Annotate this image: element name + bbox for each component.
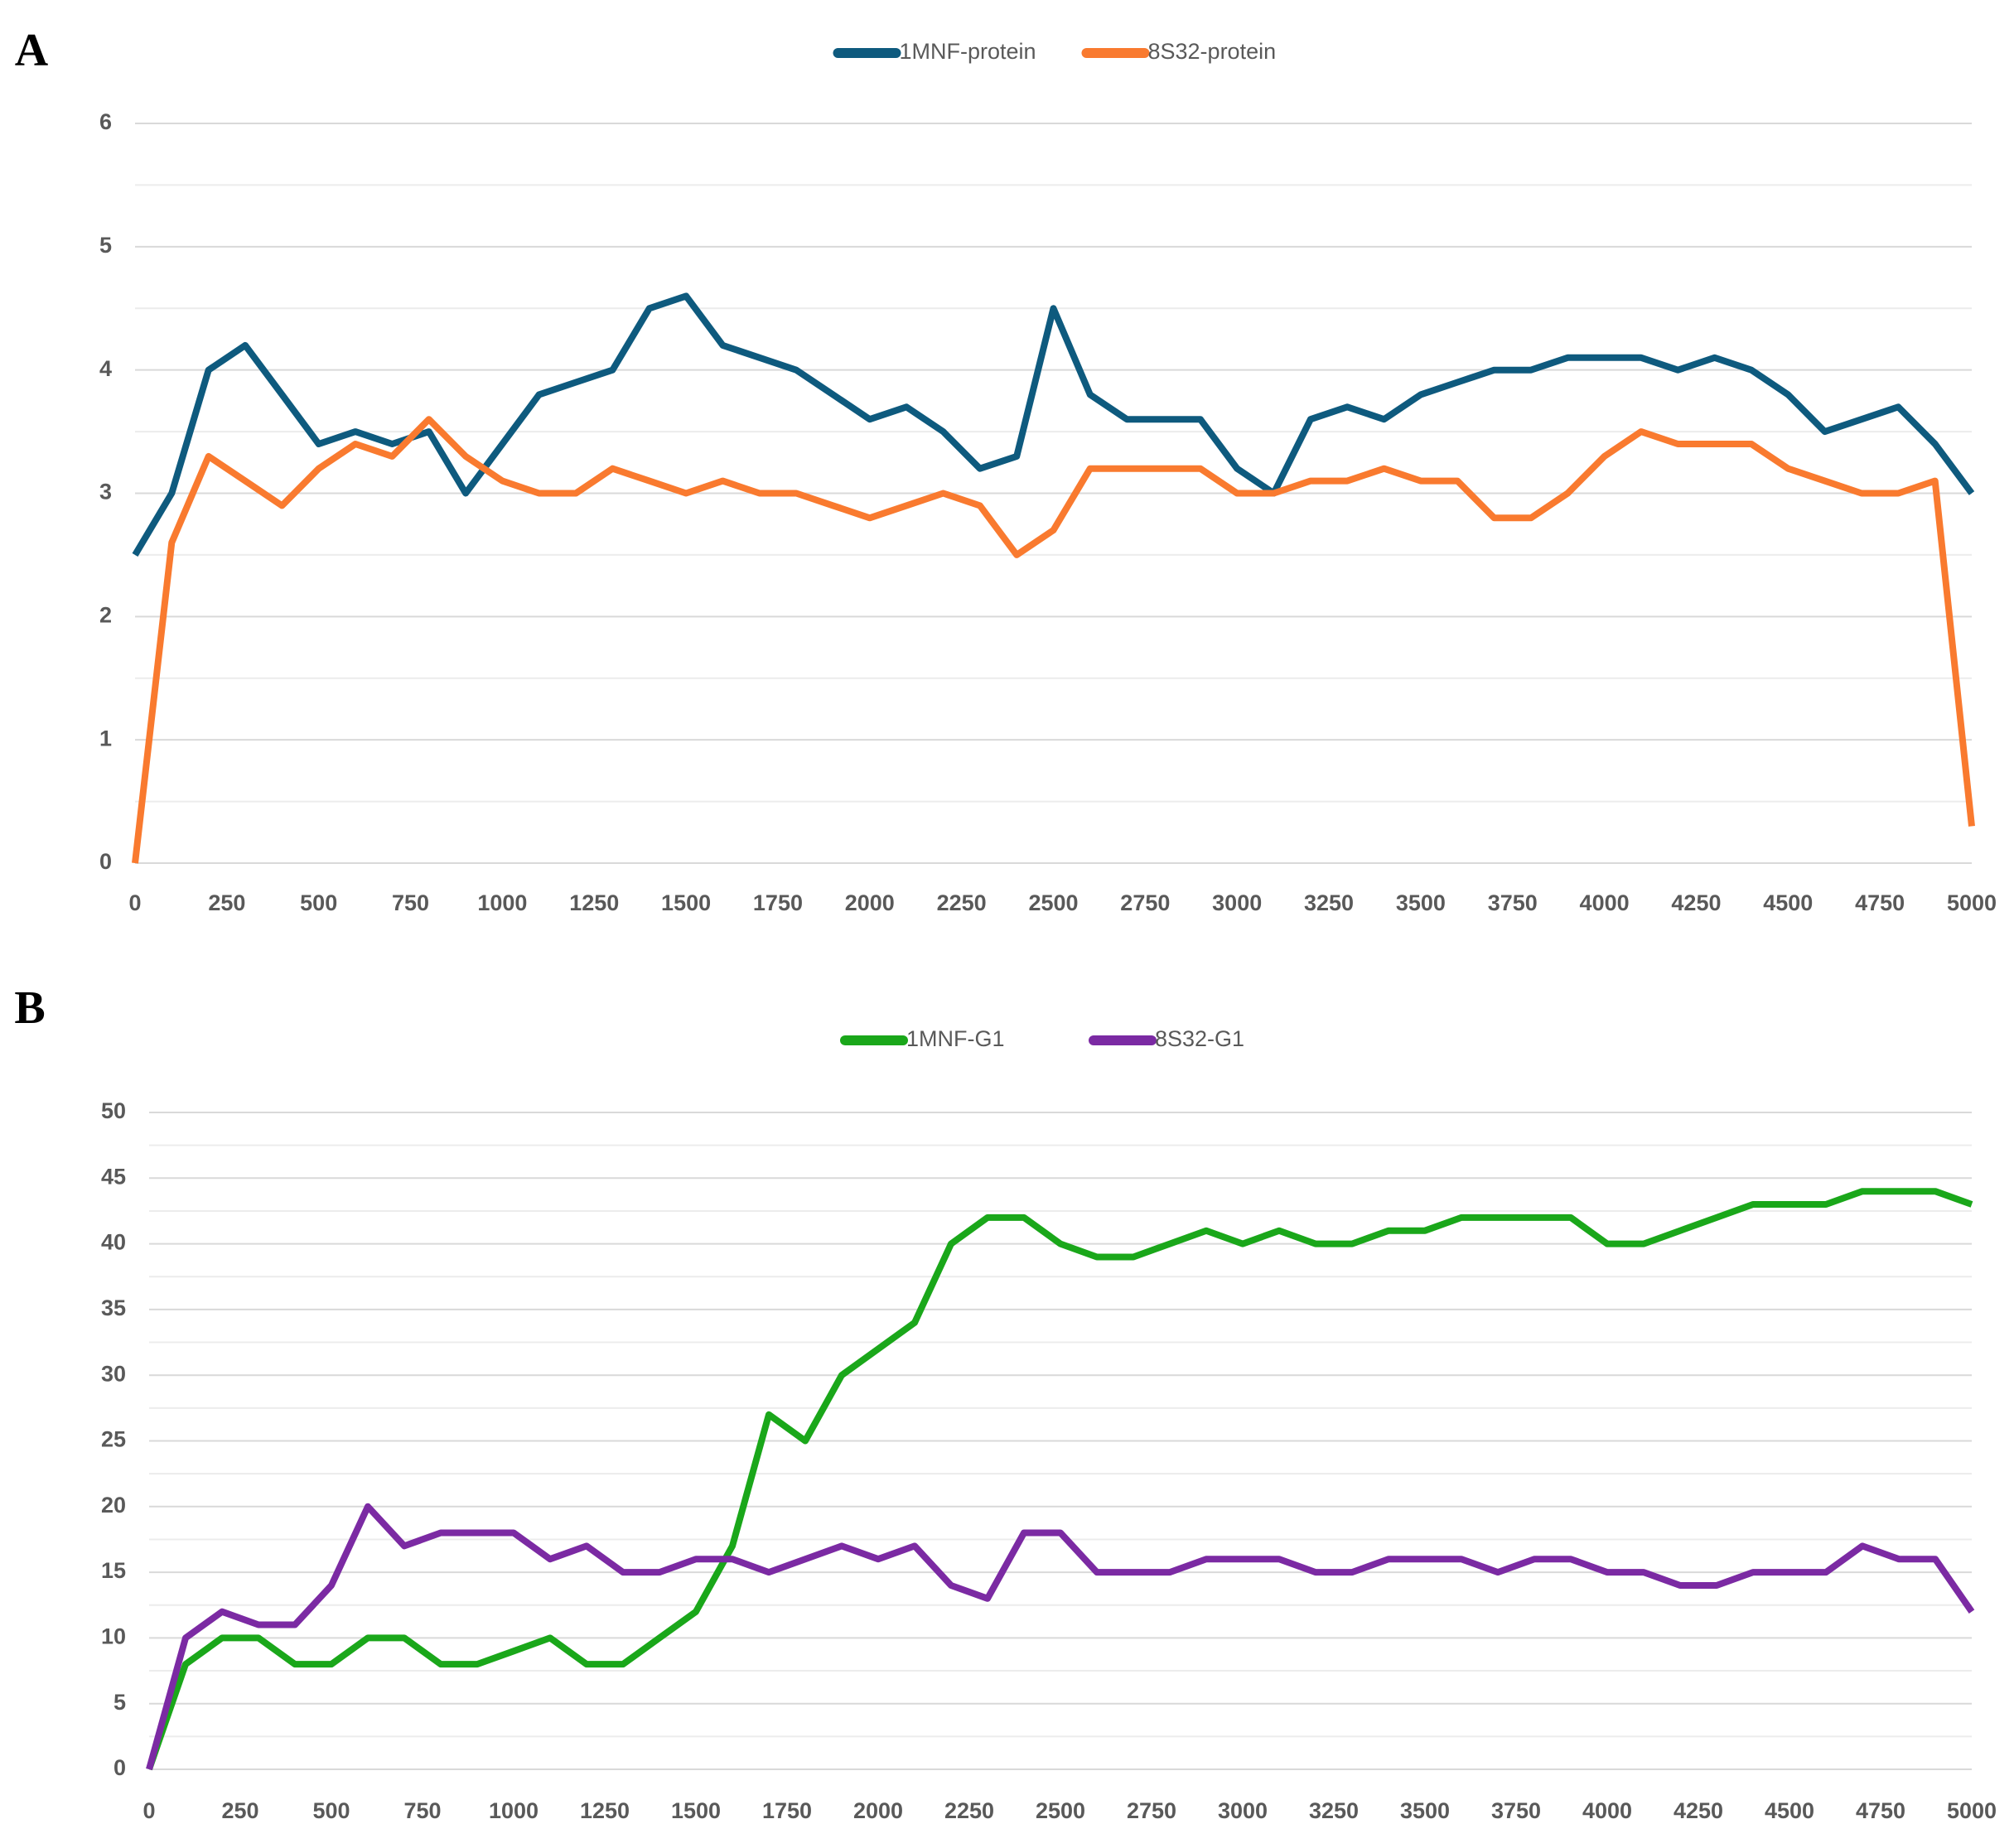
x-tick-label: 3000 bbox=[1212, 890, 1262, 915]
x-tick-label: 3500 bbox=[1396, 890, 1446, 915]
x-tick-label: 1000 bbox=[489, 1798, 539, 1823]
panel-label: B bbox=[14, 982, 45, 1034]
x-tick-label: 2000 bbox=[845, 890, 895, 915]
y-tick-label: 30 bbox=[101, 1361, 126, 1386]
data-line bbox=[132, 416, 1975, 864]
x-tick-label: 2500 bbox=[1036, 1798, 1085, 1823]
x-tick-label: 2000 bbox=[853, 1798, 903, 1823]
x-tick-label: 0 bbox=[142, 1798, 155, 1823]
y-tick-label: 25 bbox=[101, 1427, 126, 1452]
x-tick-label: 2250 bbox=[937, 890, 987, 915]
y-tick-label: 4 bbox=[99, 356, 112, 381]
x-tick-label: 3750 bbox=[1491, 1798, 1541, 1823]
x-tick-label: 3000 bbox=[1218, 1798, 1268, 1823]
x-tick-label: 1000 bbox=[477, 890, 527, 915]
y-tick-label: 5 bbox=[99, 233, 112, 258]
x-tick-label: 5000 bbox=[1947, 890, 1997, 915]
y-tick-label: 35 bbox=[101, 1296, 126, 1320]
legend-label: 8S32-protein bbox=[1148, 39, 1277, 64]
y-tick-label: 50 bbox=[101, 1098, 126, 1123]
x-tick-label: 4000 bbox=[1580, 890, 1630, 915]
x-tick-label: 1750 bbox=[762, 1798, 812, 1823]
legend-label: 1MNF-protein bbox=[900, 39, 1036, 64]
x-tick-label: 2500 bbox=[1028, 890, 1078, 915]
y-tick-label: 5 bbox=[113, 1690, 126, 1715]
y-tick-label: 2 bbox=[99, 602, 112, 627]
legend-label: 8S32-G1 bbox=[1155, 1026, 1244, 1051]
y-tick-label: 40 bbox=[101, 1230, 126, 1255]
y-tick-label: 0 bbox=[113, 1755, 126, 1780]
x-tick-label: 3250 bbox=[1309, 1798, 1359, 1823]
x-tick-label: 4250 bbox=[1674, 1798, 1723, 1823]
x-tick-label: 4750 bbox=[1856, 1798, 1905, 1823]
x-tick-label: 3250 bbox=[1304, 890, 1354, 915]
x-tick-label: 1250 bbox=[580, 1798, 630, 1823]
x-tick-label: 500 bbox=[312, 1798, 350, 1823]
x-tick-label: 2750 bbox=[1127, 1798, 1176, 1823]
y-tick-label: 20 bbox=[101, 1493, 126, 1517]
x-tick-label: 250 bbox=[208, 890, 245, 915]
x-tick-label: 250 bbox=[221, 1798, 258, 1823]
x-tick-label: 3500 bbox=[1400, 1798, 1450, 1823]
y-tick-label: 6 bbox=[99, 109, 112, 134]
x-tick-label: 3750 bbox=[1488, 890, 1538, 915]
x-tick-label: 2750 bbox=[1120, 890, 1170, 915]
y-tick-label: 10 bbox=[101, 1624, 126, 1649]
x-tick-label: 4750 bbox=[1855, 890, 1905, 915]
x-tick-label: 5000 bbox=[1947, 1798, 1997, 1823]
data-line bbox=[132, 292, 1975, 557]
x-tick-label: 0 bbox=[128, 890, 141, 915]
y-tick-label: 15 bbox=[101, 1558, 126, 1583]
x-tick-label: 1750 bbox=[753, 890, 803, 915]
x-tick-label: 4000 bbox=[1582, 1798, 1632, 1823]
data-line bbox=[146, 1503, 1975, 1771]
y-tick-label: 1 bbox=[99, 726, 112, 750]
x-tick-label: 750 bbox=[403, 1798, 441, 1823]
x-tick-label: 750 bbox=[392, 890, 429, 915]
x-tick-label: 4500 bbox=[1763, 890, 1813, 915]
x-tick-label: 4250 bbox=[1671, 890, 1721, 915]
y-tick-label: 45 bbox=[101, 1164, 126, 1189]
legend-label: 1MNF-G1 bbox=[906, 1026, 1005, 1051]
data-line bbox=[146, 1188, 1973, 1771]
x-tick-label: 1250 bbox=[569, 890, 619, 915]
panel-label: A bbox=[15, 25, 49, 76]
x-tick-label: 4500 bbox=[1765, 1798, 1814, 1823]
y-tick-label: 3 bbox=[99, 480, 112, 504]
x-tick-label: 1500 bbox=[661, 890, 711, 915]
y-tick-label: 0 bbox=[99, 849, 112, 874]
x-tick-label: 1500 bbox=[671, 1798, 721, 1823]
x-tick-label: 500 bbox=[300, 890, 337, 915]
x-tick-label: 2250 bbox=[944, 1798, 994, 1823]
